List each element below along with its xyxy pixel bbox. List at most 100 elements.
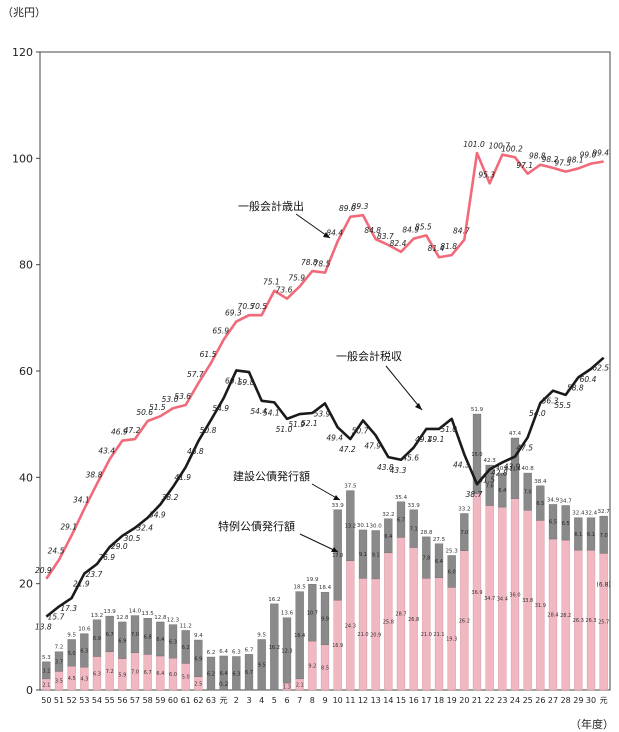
tax-revenue-label: 62.5	[592, 364, 609, 373]
special-bond-label: 3.5	[55, 679, 63, 685]
x-unit-label: （年度）	[570, 718, 614, 731]
tax-revenue-label: 54.9	[212, 404, 229, 413]
x-tick-label: 8	[310, 696, 315, 705]
construction-bond-label: 6.5	[562, 521, 570, 527]
total-bond-label: 6.7	[245, 647, 254, 653]
annotation-arrow	[295, 213, 331, 239]
annotation-arrow	[385, 365, 423, 411]
tax-revenue-label: 47.2	[339, 445, 356, 454]
y-unit-label: （兆円）	[2, 6, 46, 19]
special-bond-label: 33.8	[522, 598, 533, 604]
y-tick-label: 0	[26, 684, 33, 697]
expenditure-label: 46.9	[111, 428, 128, 437]
tax-revenue-label: 26.9	[98, 553, 115, 562]
total-bond-label: 40.8	[522, 466, 535, 472]
tax-revenue-label: 38.2	[162, 493, 179, 502]
total-bond-label: 11.2	[180, 623, 192, 629]
total-bond-label: 12.8	[116, 615, 129, 621]
special-bond-label: 21.1	[433, 632, 444, 638]
expenditure-label: 84.8	[364, 226, 381, 235]
x-tick-label: 10	[333, 696, 343, 705]
y-tick-label: 100	[12, 152, 33, 165]
expenditure-label: 70.5	[250, 302, 267, 311]
x-tick-label: 59	[155, 696, 165, 705]
total-bond-label: 30.0	[370, 524, 383, 530]
x-tick-label: 12	[358, 696, 368, 705]
special-bond-label: 25.8	[383, 619, 394, 625]
x-tick-label: 57	[130, 696, 140, 705]
x-tick-label: 62	[193, 696, 203, 705]
x-tick-label: 4	[259, 696, 264, 705]
expenditure-label: 47.2	[124, 426, 141, 435]
construction-bond-bar	[498, 472, 507, 508]
x-tick-label: 25	[523, 696, 533, 705]
special-bond-label: 6.4	[156, 671, 164, 677]
construction-bond-bar	[270, 603, 279, 691]
construction-bond-bar	[472, 413, 482, 495]
construction-bond-bar	[143, 618, 152, 655]
construction-bond-label: 7.0	[524, 490, 532, 496]
construction-bond-label: 7.6	[486, 483, 494, 489]
construction-bond-label: 6.3	[80, 648, 88, 654]
total-bond-label: 14.0	[129, 609, 142, 615]
expenditure-label: 53.6	[174, 392, 191, 401]
tax-revenue-label: 47.9	[364, 441, 381, 450]
expenditure-label: 100.7	[489, 142, 511, 151]
special-bond-label: 26.8	[408, 617, 419, 623]
annotation-tax: 一般会計税収	[336, 349, 402, 363]
x-tick-label: 52	[67, 696, 77, 705]
construction-bond-bar	[282, 617, 292, 684]
construction-bond-bar	[130, 615, 140, 653]
extra-label: (6.8)	[597, 581, 611, 588]
x-tick-label: 58	[143, 696, 153, 705]
expenditure-label: 98.8	[529, 152, 546, 161]
expenditure-label: 38.8	[86, 471, 103, 480]
total-bond-label: 51.9	[471, 407, 484, 413]
construction-bond-label: 6.0	[448, 569, 456, 575]
x-tick-label: 14	[383, 696, 393, 705]
construction-bond-label: 12.3	[281, 648, 292, 654]
special-bond-label: 34.7	[484, 596, 495, 602]
construction-bond-bar	[194, 639, 203, 677]
tax-revenue-label: 50.8	[200, 426, 217, 435]
construction-bond-label: 6.4	[435, 559, 443, 565]
expenditure-label: 84.7	[453, 227, 470, 236]
y-tick-label: 40	[19, 471, 33, 484]
special-bond-label: 34.4	[497, 597, 508, 603]
special-bond-label: 1.3	[283, 685, 291, 691]
tax-revenue-label: 32.4	[136, 524, 153, 533]
total-bond-label: 37.5	[344, 484, 357, 490]
construction-bond-bar	[156, 621, 165, 657]
construction-bond-bar	[371, 530, 380, 580]
tax-revenue-label: 51.9	[288, 420, 305, 429]
special-bond-label: 7.0	[131, 669, 139, 675]
tax-revenue-label: 21.9	[73, 580, 90, 589]
expenditure-label: 84.9	[402, 226, 419, 235]
x-tick-label: 11	[345, 696, 355, 705]
x-tick-label: 18	[434, 696, 444, 705]
total-bond-label: 27.5	[433, 537, 446, 543]
x-tick-label: 6	[284, 696, 289, 705]
special-bond-label: 5.9	[118, 672, 126, 678]
construction-bond-bar	[232, 656, 241, 691]
construction-bond-bar	[92, 619, 102, 657]
tax-revenue-label: 13.8	[35, 623, 52, 632]
tax-revenue-label: 45.6	[402, 454, 419, 463]
expenditure-label: 89.0	[339, 204, 356, 213]
construction-bond-bar	[536, 485, 545, 521]
x-tick-label: 63	[206, 696, 216, 705]
total-bond-label: 32.4	[572, 511, 585, 517]
tax-revenue-label: 60.4	[580, 375, 597, 384]
total-bond-label: 32.4	[585, 511, 598, 517]
total-bond-label: 13.9	[104, 609, 117, 615]
special-bond-label: 6.0	[169, 672, 177, 678]
total-bond-label: 30.1	[357, 523, 369, 529]
construction-bond-label: 6.1	[587, 532, 595, 538]
total-bond-label: 16.2	[268, 597, 280, 603]
special-bond-label: 6.3	[93, 671, 101, 677]
construction-bond-bar	[308, 583, 317, 642]
x-tick-label: 56	[117, 696, 127, 705]
total-bond-label: 32.7	[598, 509, 611, 515]
special-bond-label: 28.7	[395, 612, 406, 618]
x-tick-label: 54	[92, 696, 102, 705]
